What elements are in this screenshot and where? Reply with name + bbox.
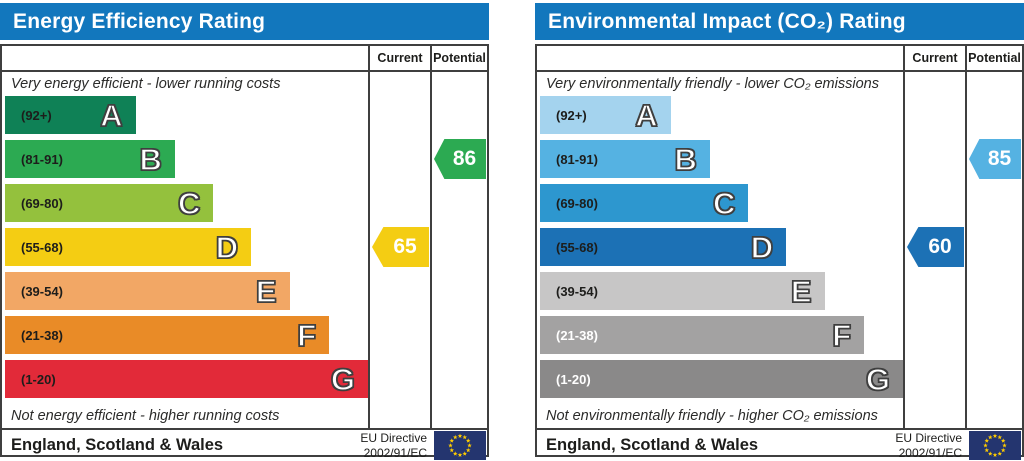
band-letter: D	[215, 229, 239, 265]
table-footer: England, Scotland & Wales EU Directive 2…	[2, 428, 487, 461]
current-column-header: Current	[368, 46, 430, 70]
band-row: (55-68) D	[540, 228, 787, 266]
band-range-label: (21-38)	[556, 327, 598, 343]
band-range-label: (1-20)	[556, 371, 591, 387]
chart-title: Energy Efficiency Rating	[0, 3, 489, 40]
chart-title: Environmental Impact (CO₂) Rating	[535, 3, 1024, 40]
header-spacer	[2, 46, 368, 70]
band-row: (69-80) C	[5, 184, 214, 222]
eu-flag-icon	[434, 431, 486, 460]
bottom-caption: Not environmentally friendly - higher CO…	[546, 408, 878, 424]
band-row: (21-38) F	[540, 316, 865, 354]
band-row: (21-38) F	[5, 316, 330, 354]
band-range-label: (81-91)	[21, 151, 63, 167]
environmental-impact-chart: Environmental Impact (CO₂) Rating Curren…	[535, 3, 1024, 460]
potential-rating-value: 85	[987, 147, 1012, 170]
current-column: 60	[903, 72, 965, 428]
band-range-label: (81-91)	[556, 151, 598, 167]
band-row: (39-54) E	[5, 272, 290, 310]
band-area: Very energy efficient - lower running co…	[2, 72, 368, 428]
potential-column: 85	[965, 72, 1022, 428]
eu-directive-line1: EU Directive	[360, 431, 427, 446]
header-spacer	[537, 46, 903, 70]
band-letter: E	[790, 273, 812, 309]
potential-column-header: Potential	[965, 46, 1022, 70]
energy-efficiency-chart: Energy Efficiency Rating Current Potenti…	[0, 3, 489, 460]
top-caption: Very environmentally friendly - lower CO…	[546, 76, 879, 92]
potential-rating-arrow: 85	[969, 139, 1021, 179]
table-body: Very energy efficient - lower running co…	[2, 72, 487, 428]
band-letter: F	[297, 317, 317, 353]
current-rating-arrow: 60	[907, 227, 964, 267]
current-rating-value: 65	[393, 235, 417, 258]
band-range-label: (92+)	[21, 107, 52, 123]
table-header-row: Current Potential	[2, 46, 487, 72]
current-rating-value: 60	[928, 235, 952, 258]
band-letter: C	[177, 185, 201, 221]
band-range-label: (69-80)	[21, 195, 63, 211]
band-range-label: (21-38)	[21, 327, 63, 343]
current-rating-arrow: 65	[372, 227, 429, 267]
band-letter: E	[255, 273, 277, 309]
band-letter: B	[674, 141, 698, 177]
band-row: (69-80) C	[540, 184, 749, 222]
band-letter: C	[712, 185, 736, 221]
band-row: (1-20) G	[540, 360, 903, 398]
eu-directive-line2: 2002/91/EC	[898, 445, 962, 460]
bands: (92+) A (81-91) B (69-80) C (55-68) D (3…	[537, 96, 903, 404]
eu-directive-label: EU Directive 2002/91/EC	[360, 431, 427, 459]
band-range-label: (92+)	[556, 107, 587, 123]
eu-flag-icon	[969, 431, 1021, 460]
potential-column-header: Potential	[430, 46, 487, 70]
band-row: (39-54) E	[540, 272, 825, 310]
band-row: (81-91) B	[5, 140, 175, 178]
table-footer: England, Scotland & Wales EU Directive 2…	[537, 428, 1022, 461]
eu-directive-label: EU Directive 2002/91/EC	[895, 431, 962, 459]
bands: (92+) A (81-91) B (69-80) C (55-68) D (3…	[2, 96, 368, 404]
band-range-label: (55-68)	[556, 239, 598, 255]
band-range-label: (39-54)	[21, 283, 63, 299]
band-row: (92+) A	[540, 96, 671, 134]
bottom-caption: Not energy efficient - higher running co…	[11, 408, 280, 424]
band-letter: F	[832, 317, 852, 353]
current-column-header: Current	[903, 46, 965, 70]
band-letter: A	[635, 97, 659, 133]
region-label: England, Scotland & Wales	[11, 436, 224, 454]
eu-directive-line2: 2002/91/EC	[363, 445, 427, 460]
band-row: (1-20) G	[5, 360, 368, 398]
table-header-row: Current Potential	[537, 46, 1022, 72]
table-body: Very environmentally friendly - lower CO…	[537, 72, 1022, 428]
rating-table: Current Potential Very environmentally f…	[535, 44, 1024, 460]
band-row: (55-68) D	[5, 228, 252, 266]
band-letter: D	[750, 229, 774, 265]
band-letter: G	[865, 361, 891, 397]
band-row: (92+) A	[5, 96, 136, 134]
current-column: 65	[368, 72, 430, 428]
rating-table: Current Potential Very energy efficient …	[0, 44, 489, 460]
eu-directive-line1: EU Directive	[895, 431, 962, 446]
band-row: (81-91) B	[540, 140, 710, 178]
band-letter: A	[100, 97, 124, 133]
band-letter: G	[330, 361, 356, 397]
potential-column: 86	[430, 72, 487, 428]
band-range-label: (39-54)	[556, 283, 598, 299]
band-range-label: (69-80)	[556, 195, 598, 211]
band-range-label: (55-68)	[21, 239, 63, 255]
region-label: England, Scotland & Wales	[546, 436, 759, 454]
top-caption: Very energy efficient - lower running co…	[11, 76, 281, 92]
potential-rating-value: 86	[452, 147, 477, 170]
potential-rating-arrow: 86	[434, 139, 486, 179]
band-letter: B	[139, 141, 163, 177]
band-range-label: (1-20)	[21, 371, 56, 387]
band-area: Very environmentally friendly - lower CO…	[537, 72, 903, 428]
